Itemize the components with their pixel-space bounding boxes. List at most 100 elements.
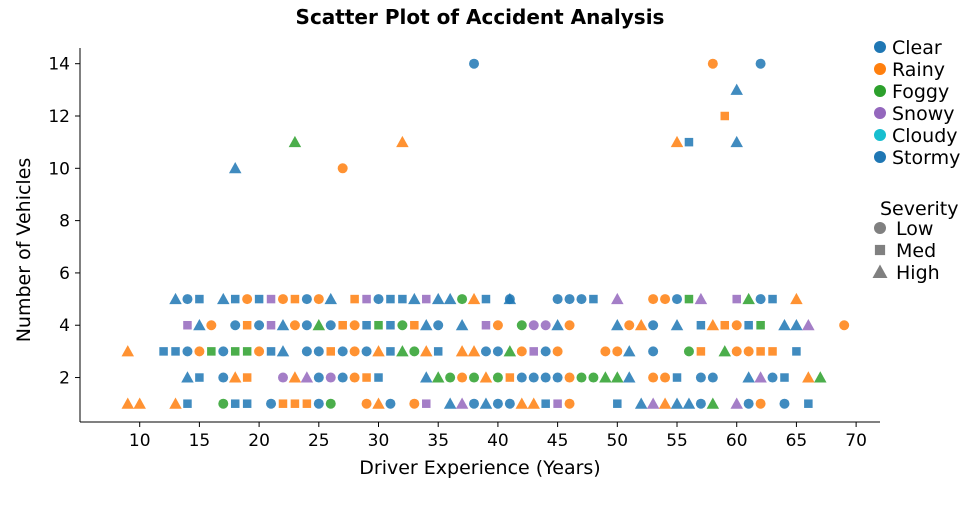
data-point (802, 371, 815, 382)
data-point (396, 136, 409, 147)
data-point (408, 293, 421, 304)
data-point (278, 373, 288, 383)
data-point (635, 319, 648, 330)
data-point (243, 373, 252, 382)
data-point (231, 347, 240, 356)
data-point (350, 373, 360, 383)
data-point (839, 320, 849, 330)
data-point (362, 399, 372, 409)
data-point (291, 295, 300, 304)
data-point (277, 319, 290, 330)
data-point (659, 397, 672, 408)
data-point (529, 373, 539, 383)
data-point (493, 399, 503, 409)
data-point (660, 294, 670, 304)
data-point (505, 399, 515, 409)
data-point (505, 294, 515, 304)
data-point (696, 399, 706, 409)
y-tick-label: 14 (48, 55, 70, 75)
x-tick-label: 35 (427, 431, 449, 451)
data-point (744, 346, 754, 356)
data-point (613, 399, 622, 408)
data-point (182, 294, 192, 304)
legend-marker-cloudy (874, 129, 886, 141)
y-axis-title: Number of Vehicles (13, 158, 35, 343)
x-tick-label: 15 (189, 431, 211, 451)
data-point (730, 397, 743, 408)
data-point (409, 399, 419, 409)
data-point (588, 373, 598, 383)
data-point (790, 293, 803, 304)
data-point (324, 293, 337, 304)
data-point (778, 319, 791, 330)
data-point (122, 345, 135, 356)
data-point (611, 319, 624, 330)
data-point (469, 399, 479, 409)
data-point (303, 399, 312, 408)
data-point (133, 397, 146, 408)
data-point (289, 371, 302, 382)
data-point (182, 346, 192, 356)
data-point (756, 347, 765, 356)
data-point (730, 84, 743, 95)
legend: ClearRainyFoggySnowyCloudyStormySeverity… (873, 37, 960, 284)
data-point (445, 373, 455, 383)
data-point (397, 320, 407, 330)
data-point (372, 397, 385, 408)
data-point (648, 294, 658, 304)
data-point (218, 346, 228, 356)
legend-label-snowy: Snowy (892, 103, 955, 125)
data-point (551, 319, 564, 330)
data-point (589, 295, 598, 304)
data-point (756, 399, 766, 409)
data-point (527, 397, 540, 408)
x-tick-label: 10 (129, 431, 151, 451)
data-point (314, 373, 324, 383)
legend-label-foggy: Foggy (892, 81, 949, 103)
data-point (181, 371, 194, 382)
data-point (350, 320, 360, 330)
data-point (493, 346, 503, 356)
data-point (756, 59, 766, 69)
data-point (611, 293, 624, 304)
legend-marker-snowy (874, 107, 886, 119)
data-point (456, 319, 469, 330)
y-tick-label: 2 (59, 369, 70, 389)
data-point (194, 346, 204, 356)
data-point (314, 399, 324, 409)
data-point (362, 346, 372, 356)
legend-marker-med (875, 245, 885, 255)
data-point (565, 399, 575, 409)
data-point (398, 295, 407, 304)
data-point (457, 373, 467, 383)
data-point (169, 293, 182, 304)
data-point (350, 346, 360, 356)
data-point (565, 320, 575, 330)
data-point (374, 321, 383, 330)
data-point (217, 293, 230, 304)
x-tick-label: 20 (248, 431, 270, 451)
data-point (432, 293, 445, 304)
data-point (122, 397, 135, 408)
data-point (792, 347, 801, 356)
data-point (647, 397, 660, 408)
data-point (742, 293, 755, 304)
data-point (565, 294, 575, 304)
y-tick-label: 4 (59, 316, 70, 336)
data-point (171, 347, 180, 356)
data-point (623, 345, 636, 356)
x-tick-label: 70 (845, 431, 867, 451)
data-point (291, 399, 300, 408)
data-point (231, 399, 240, 408)
x-tick-label: 30 (368, 431, 390, 451)
data-point (362, 373, 371, 382)
data-point (468, 345, 481, 356)
data-point (267, 321, 276, 330)
x-tick-label: 25 (308, 431, 330, 451)
data-point (159, 347, 168, 356)
data-point (326, 347, 335, 356)
data-point (697, 321, 706, 330)
data-point (444, 293, 457, 304)
data-point (350, 295, 359, 304)
data-point (302, 294, 312, 304)
